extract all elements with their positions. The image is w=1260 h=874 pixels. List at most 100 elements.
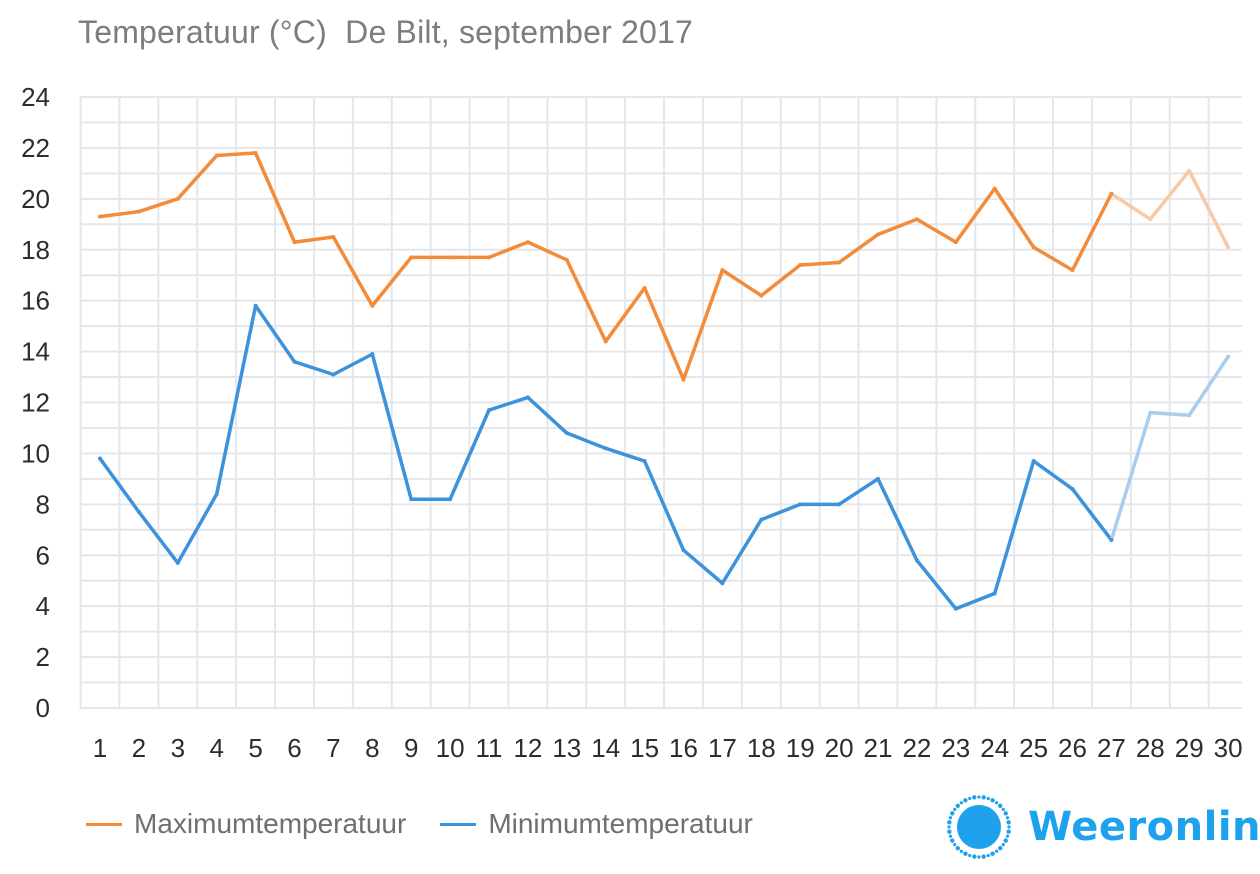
y-tick-label: 24 [21, 82, 50, 112]
data-point [409, 255, 414, 260]
data-point [525, 395, 530, 400]
data-point [642, 285, 647, 290]
y-tick-label: 16 [21, 286, 50, 316]
x-tick-label: 12 [513, 733, 542, 763]
x-tick-label: 30 [1214, 733, 1243, 763]
data-point [292, 240, 297, 245]
x-tick-label: 2 [132, 733, 146, 763]
data-point [876, 232, 880, 237]
data-point [253, 303, 258, 308]
data-point [214, 153, 219, 158]
x-tick-label: 8 [365, 733, 379, 763]
x-tick-label: 20 [825, 733, 854, 763]
x-tick-label: 15 [630, 733, 659, 763]
x-axis-ticks: 1 2 3 4 5 6 7 8 9 10 11 12 13 14 15 16 17 18 19 20 21 22 23 24 2… [93, 733, 1243, 763]
y-tick-label: 6 [36, 540, 50, 570]
data-point [331, 235, 336, 240]
data-point [953, 240, 958, 245]
x-tick-label: 1 [93, 733, 107, 763]
data-point [409, 497, 414, 502]
data-point [914, 558, 919, 563]
y-tick-label: 20 [21, 184, 50, 214]
data-point [98, 456, 102, 461]
y-tick-label: 4 [36, 591, 50, 621]
y-tick-label: 8 [36, 489, 50, 519]
x-tick-label: 10 [436, 733, 465, 763]
x-tick-label: 27 [1097, 733, 1126, 763]
x-tick-label: 26 [1058, 733, 1087, 763]
x-tick-label: 6 [287, 733, 301, 763]
data-point [1031, 459, 1036, 464]
grid-lines [79, 96, 1242, 709]
brand-name: Weeronline [1028, 804, 1260, 850]
data-point [914, 217, 919, 222]
x-tick-label: 22 [902, 733, 931, 763]
data-point [525, 240, 530, 245]
legend-swatch-max [86, 822, 122, 826]
y-tick-label: 10 [21, 438, 50, 468]
y-tick-label: 12 [21, 388, 50, 418]
data-point [681, 548, 686, 553]
data-point [1148, 217, 1153, 222]
series-line-max [98, 151, 1114, 382]
x-tick-label: 23 [941, 733, 970, 763]
y-tick-label: 22 [21, 133, 50, 163]
data-point [370, 352, 375, 357]
data-point [1148, 410, 1153, 415]
data-point [487, 255, 491, 260]
legend-item-max[interactable]: Maximumtemperatuur [86, 808, 406, 840]
series-line-min-forecast [1109, 354, 1230, 542]
data-point [603, 339, 608, 344]
data-point [448, 497, 453, 502]
data-point [720, 581, 725, 586]
data-point [292, 359, 297, 364]
data-point [1109, 537, 1114, 542]
data-point [642, 459, 647, 464]
data-point [1070, 487, 1075, 492]
data-point [136, 509, 141, 514]
x-tick-label: 25 [1019, 733, 1048, 763]
data-point [953, 606, 958, 611]
data-point [136, 209, 141, 214]
data-point [1070, 268, 1075, 273]
data-point [992, 591, 997, 596]
y-tick-label: 14 [21, 337, 50, 367]
data-point [98, 214, 102, 219]
data-point [331, 372, 336, 377]
x-tick-label: 28 [1136, 733, 1165, 763]
legend-label-max: Maximumtemperatuur [134, 808, 407, 839]
legend-label-min: Minimumtemperatuur [488, 808, 753, 839]
data-point [253, 151, 258, 156]
legend-item-min[interactable]: Minimumtemperatuur [440, 808, 753, 840]
data-point [214, 492, 219, 497]
x-tick-label: 4 [209, 733, 223, 763]
data-point [448, 255, 453, 260]
data-point [487, 408, 491, 413]
x-tick-label: 19 [786, 733, 815, 763]
legend-swatch-min [440, 822, 477, 826]
y-tick-label: 18 [21, 235, 50, 265]
x-tick-label: 21 [864, 733, 893, 763]
data-point [175, 196, 180, 201]
x-tick-label: 11 [476, 733, 503, 763]
x-tick-label: 17 [708, 733, 737, 763]
data-point [1031, 245, 1036, 250]
brand-logo[interactable]: Weeronline [944, 792, 1260, 862]
x-tick-label: 5 [248, 733, 262, 763]
data-point [1226, 245, 1231, 250]
x-tick-label: 13 [552, 733, 581, 763]
x-tick-label: 3 [171, 733, 185, 763]
x-tick-label: 7 [326, 733, 340, 763]
data-point [759, 517, 764, 522]
data-point [175, 560, 180, 565]
data-point [759, 293, 764, 298]
y-tick-label: 0 [36, 693, 50, 723]
data-point [564, 257, 569, 262]
data-point [1109, 191, 1114, 196]
y-tick-label: 2 [36, 642, 50, 672]
data-point [1187, 168, 1192, 173]
series-lines [98, 151, 1231, 611]
x-tick-label: 14 [591, 733, 620, 763]
